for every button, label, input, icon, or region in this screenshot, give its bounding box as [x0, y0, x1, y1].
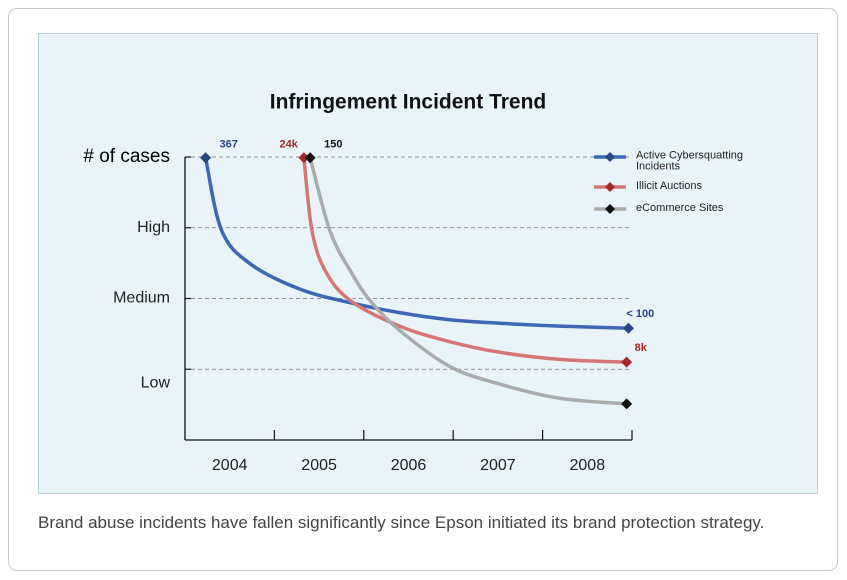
x-tick-label: 2006	[391, 457, 427, 474]
point-marker	[304, 152, 316, 164]
point-marker	[621, 356, 633, 368]
legend-marker	[605, 204, 615, 214]
data-label: 8k	[635, 342, 648, 354]
chart-title: Infringement Incident Trend	[270, 91, 547, 114]
legend-marker	[605, 152, 615, 162]
legend-marker	[605, 182, 615, 192]
data-label: 150	[324, 139, 342, 151]
y-tick-label: # of cases	[83, 146, 170, 167]
series-line	[308, 155, 629, 406]
series-line	[302, 155, 629, 364]
y-tick-label: Low	[141, 375, 171, 392]
point-marker	[622, 322, 634, 334]
chart: Infringement Incident Trend # of cases Hi…	[38, 33, 818, 494]
legend-label: eCommerce Sites	[636, 202, 724, 214]
point-marker	[298, 152, 310, 164]
data-label: 24k	[280, 139, 299, 151]
x-tick-label: 2008	[570, 457, 606, 474]
data-label: < 100	[626, 308, 654, 320]
point-marker	[200, 152, 212, 164]
y-tick-label: High	[137, 219, 170, 236]
x-tick-label: 2007	[480, 457, 516, 474]
x-tick-label: 2005	[301, 457, 337, 474]
chart-panel	[38, 33, 818, 494]
data-label: 367	[220, 139, 238, 151]
y-tick-label: Medium	[113, 290, 170, 307]
legend-label: Illicit Auctions	[636, 180, 703, 192]
card	[8, 8, 838, 571]
point-marker	[621, 398, 633, 410]
legend-label: Active Cybersquatting Incidents	[636, 149, 743, 172]
caption: Brand abuse incidents have fallen signif…	[38, 513, 765, 532]
x-tick-label: 2004	[212, 457, 248, 474]
